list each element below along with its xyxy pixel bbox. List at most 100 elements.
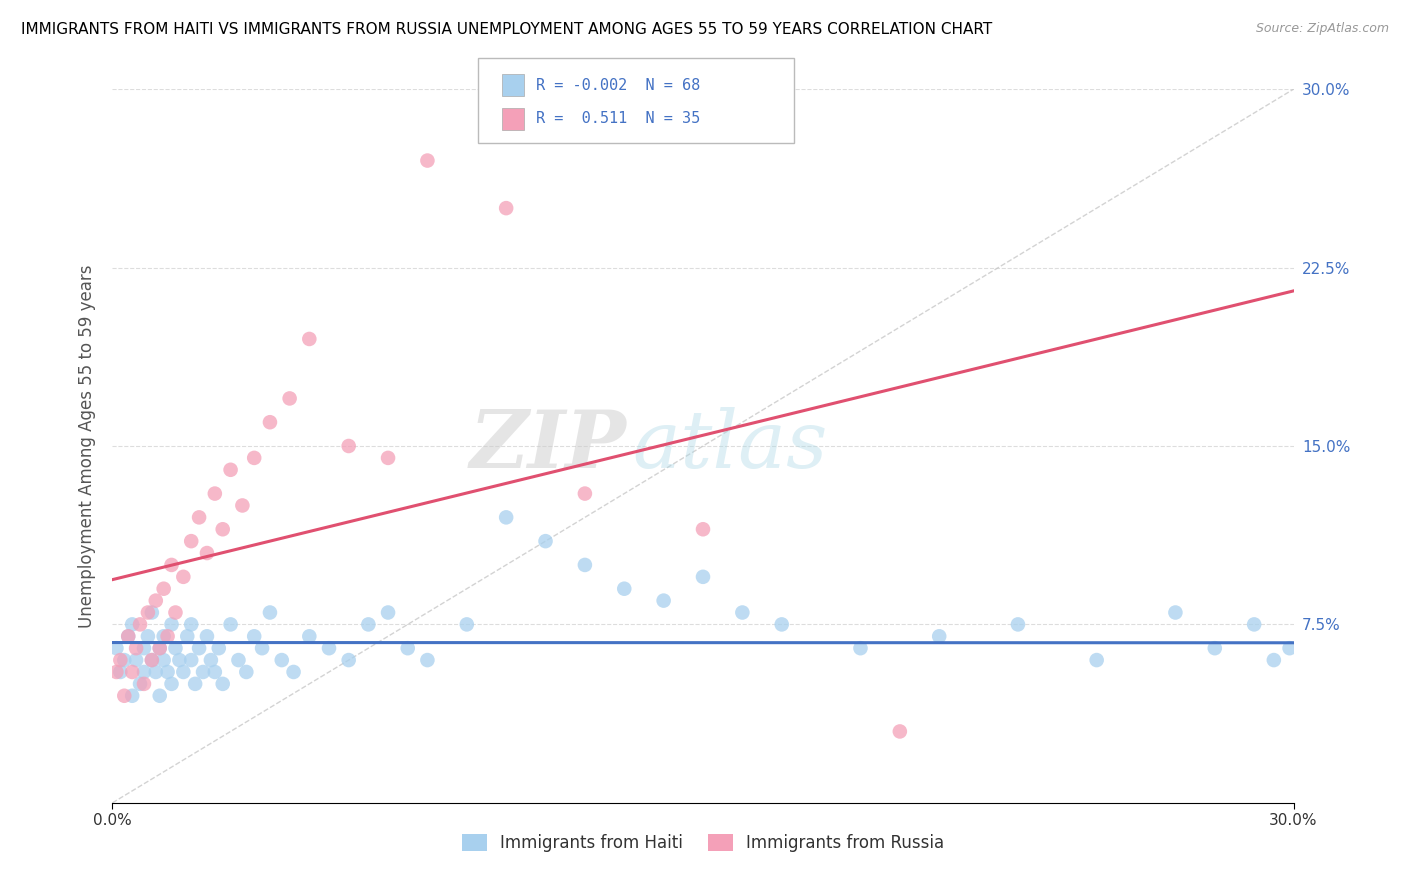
Point (169, 653, 191, 667)
Text: R =  0.511  N = 35: R = 0.511 N = 35 (536, 112, 700, 126)
Point (180, 617, 202, 632)
Point (889, 724, 911, 739)
Point (136, 629, 159, 643)
Point (377, 606, 399, 620)
Point (117, 629, 139, 643)
Point (105, 665, 128, 679)
Point (731, 606, 754, 620)
Text: IMMIGRANTS FROM HAITI VS IMMIGRANTS FROM RUSSIA UNEMPLOYMENT AMONG AGES 55 TO 59: IMMIGRANTS FROM HAITI VS IMMIGRANTS FROM… (21, 22, 993, 37)
Point (1164, 606, 1187, 620)
Point (219, 463, 242, 477)
Point (160, 558, 183, 572)
Point (145, 593, 167, 607)
Point (112, 653, 135, 667)
Point (208, 641, 231, 656)
Point (132, 665, 155, 679)
Point (121, 617, 143, 632)
Point (231, 499, 253, 513)
Point (416, 153, 439, 168)
Point (191, 665, 214, 679)
Point (141, 653, 163, 667)
Point (613, 582, 636, 596)
Point (121, 689, 143, 703)
Point (1263, 653, 1285, 667)
Point (298, 332, 321, 346)
Point (121, 665, 143, 679)
Point (200, 653, 222, 667)
Point (211, 677, 233, 691)
Point (105, 641, 128, 656)
Point (149, 641, 172, 656)
Point (337, 439, 360, 453)
Point (125, 641, 148, 656)
Point (132, 677, 155, 691)
Text: R = -0.002  N = 68: R = -0.002 N = 68 (536, 78, 700, 93)
Point (195, 546, 218, 560)
Point (278, 392, 301, 406)
Point (211, 522, 233, 536)
Point (165, 606, 187, 620)
Point (195, 629, 218, 643)
Point (692, 570, 714, 584)
Point (1278, 641, 1301, 656)
Point (152, 629, 174, 643)
Point (110, 653, 132, 667)
Point (180, 534, 202, 549)
Point (204, 486, 226, 500)
Point (337, 653, 360, 667)
Point (188, 641, 211, 656)
Point (396, 641, 419, 656)
Point (1204, 641, 1226, 656)
Legend: Immigrants from Haiti, Immigrants from Russia: Immigrants from Haiti, Immigrants from R… (456, 827, 950, 859)
Point (243, 629, 266, 643)
Point (172, 665, 194, 679)
Point (849, 641, 872, 656)
Point (1243, 617, 1265, 632)
Text: Source: ZipAtlas.com: Source: ZipAtlas.com (1256, 22, 1389, 36)
Point (149, 689, 172, 703)
Point (357, 617, 380, 632)
Point (495, 510, 517, 524)
Point (652, 593, 675, 607)
Point (770, 617, 793, 632)
Point (160, 677, 183, 691)
Point (416, 653, 439, 667)
Point (180, 653, 202, 667)
Point (1085, 653, 1108, 667)
Point (270, 653, 292, 667)
Point (259, 606, 281, 620)
Point (377, 450, 399, 465)
Point (228, 653, 250, 667)
Point (145, 665, 167, 679)
Point (152, 582, 174, 596)
Point (456, 617, 478, 632)
Point (152, 653, 174, 667)
Point (125, 653, 148, 667)
Point (534, 534, 557, 549)
Point (204, 665, 226, 679)
Point (129, 617, 152, 632)
Point (495, 201, 517, 215)
Point (176, 629, 198, 643)
Y-axis label: Unemployment Among Ages 55 to 59 years: Unemployment Among Ages 55 to 59 years (77, 264, 96, 628)
Text: ZIP: ZIP (470, 408, 626, 484)
Point (235, 665, 257, 679)
Point (132, 641, 155, 656)
Point (184, 677, 207, 691)
Point (318, 641, 340, 656)
Point (928, 629, 950, 643)
Point (156, 629, 179, 643)
Point (250, 641, 273, 656)
Point (160, 617, 183, 632)
Point (129, 677, 152, 691)
Point (117, 629, 139, 643)
Point (298, 629, 321, 643)
Point (112, 689, 135, 703)
Point (136, 606, 159, 620)
Point (1007, 617, 1029, 632)
Point (141, 653, 163, 667)
Point (110, 665, 132, 679)
Point (219, 617, 242, 632)
Point (243, 450, 266, 465)
Point (283, 665, 305, 679)
